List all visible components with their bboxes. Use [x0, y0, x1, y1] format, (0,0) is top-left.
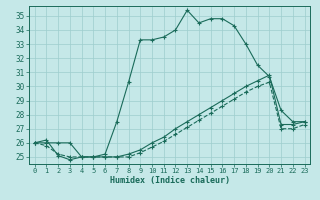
X-axis label: Humidex (Indice chaleur): Humidex (Indice chaleur) [109, 176, 229, 185]
